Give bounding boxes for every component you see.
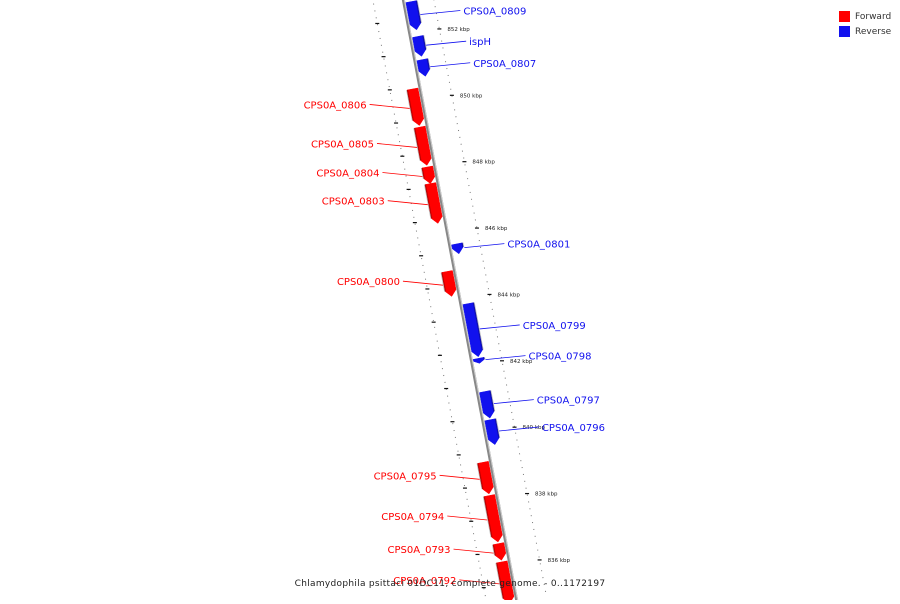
gene-label: CPS0A_0800 <box>337 277 400 288</box>
gene-label: CPS0A_0809 <box>463 6 526 17</box>
gene-label-leader <box>388 201 428 205</box>
gene-label: CPS0A_0796 <box>542 423 605 434</box>
scale-label: 838 kbp <box>535 492 558 498</box>
genome-caption: Chlamydophila psittaci 01DC11, complete … <box>0 579 900 589</box>
gene-CPS0A_0798[interactable]: CPS0A_0798 <box>473 352 591 364</box>
legend-label-reverse: Reverse <box>855 27 891 37</box>
gene-ispH[interactable]: ispH <box>413 35 492 56</box>
gene-label: CPS0A_0807 <box>473 59 536 70</box>
gene-label-leader <box>370 104 410 108</box>
gene-CPS0A_0801[interactable]: CPS0A_0801 <box>452 240 571 254</box>
gene-CPS0A_0794[interactable]: CPS0A_0794 <box>381 495 502 543</box>
gene-label-leader <box>480 325 520 329</box>
gene-CPS0A_0806[interactable]: CPS0A_0806 <box>304 88 424 126</box>
scale-label: 852 kbp <box>447 27 470 33</box>
genome-backbone <box>403 0 517 600</box>
gene-CPS0A_0803[interactable]: CPS0A_0803 <box>322 183 442 224</box>
gene-CPS0A_0805[interactable]: CPS0A_0805 <box>311 126 431 165</box>
gene-label: CPS0A_0805 <box>311 139 374 150</box>
gene-label-leader <box>403 281 443 285</box>
red-square-icon <box>839 11 850 22</box>
gene-label: CPS0A_0804 <box>316 168 379 179</box>
blue-square-icon <box>839 26 850 37</box>
gene-label-leader <box>382 172 422 176</box>
legend-item-reverse: Reverse <box>839 24 891 39</box>
scale-label: 844 kbp <box>497 292 520 298</box>
gene-CPS0A_0799[interactable]: CPS0A_0799 <box>463 303 586 357</box>
gene-label: ispH <box>469 37 491 48</box>
gene-label: CPS0A_0795 <box>374 471 437 482</box>
gene-label: CPS0A_0801 <box>507 240 570 251</box>
gene-label: CPS0A_0794 <box>381 512 444 523</box>
genes: CPS0A_0809 ispH CPS0A_0807 CPS0A_0806 CPS0A_… <box>304 0 605 600</box>
legend: Forward Reverse <box>839 9 891 39</box>
gene-label: CPS0A_0803 <box>322 197 385 208</box>
gene-CPS0A_0809[interactable]: CPS0A_0809 <box>406 1 526 30</box>
gene-label: CPS0A_0806 <box>304 100 367 111</box>
scale-label: 846 kbp <box>485 226 508 232</box>
gene-CPS0A_0804[interactable]: CPS0A_0804 <box>316 166 434 184</box>
scale-label: 850 kbp <box>460 93 483 99</box>
gene-CPS0A_0793[interactable]: CPS0A_0793 <box>388 543 506 561</box>
gene-label: CPS0A_0797 <box>537 396 600 407</box>
gene-arrow[interactable] <box>473 357 484 363</box>
gene-label-leader <box>440 475 480 479</box>
gene-label-leader <box>426 41 466 45</box>
gene-label: CPS0A_0793 <box>388 545 451 556</box>
backbone-highlight <box>404 0 518 600</box>
gene-label-leader <box>454 549 494 553</box>
gene-CPS0A_0796[interactable]: CPS0A_0796 <box>485 419 605 445</box>
gene-label-leader <box>420 10 460 14</box>
gene-label: CPS0A_0799 <box>523 321 586 332</box>
gene-CPS0A_0800[interactable]: CPS0A_0800 <box>337 271 456 297</box>
gene-CPS0A_0807[interactable]: CPS0A_0807 <box>417 59 536 77</box>
legend-label-forward: Forward <box>855 12 891 22</box>
gene-label-leader <box>494 400 534 404</box>
scale-label: 848 kbp <box>472 160 495 166</box>
gene-label-leader <box>377 143 417 147</box>
gene-shade <box>462 243 463 247</box>
gene-CPS0A_0795[interactable]: CPS0A_0795 <box>374 461 494 494</box>
scale-label: 836 kbp <box>548 558 571 564</box>
gene-label: CPS0A_0798 <box>529 352 592 363</box>
legend-item-forward: Forward <box>839 9 891 24</box>
gene-label-leader <box>464 244 504 248</box>
gene-CPS0A_0797[interactable]: CPS0A_0797 <box>480 391 600 419</box>
gene-label-leader <box>447 516 487 520</box>
gene-label-leader <box>430 63 470 67</box>
gene-arrow[interactable] <box>452 243 464 254</box>
